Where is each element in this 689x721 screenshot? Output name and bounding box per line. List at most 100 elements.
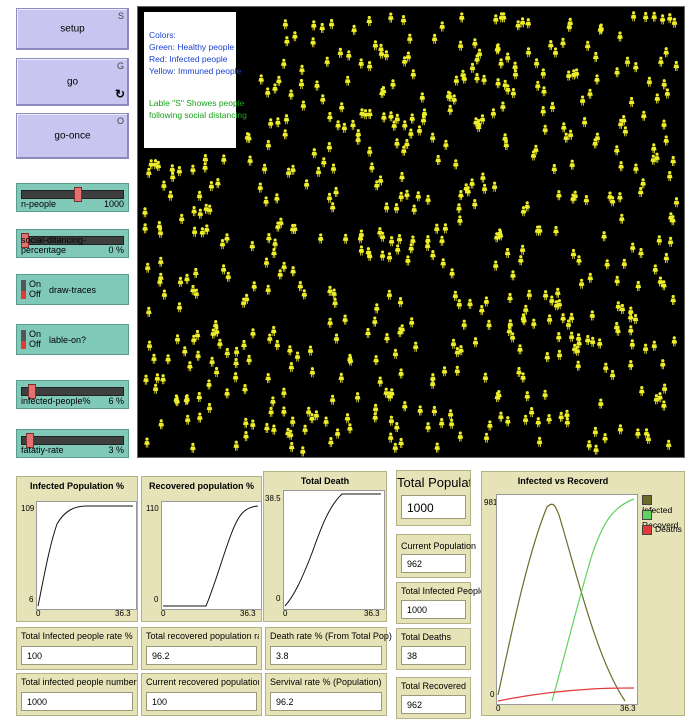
person-agent	[250, 419, 256, 430]
person-agent	[565, 70, 572, 81]
lable-on-switch[interactable]: On Off lable-on?	[16, 324, 129, 355]
x-max-label: 36.3	[364, 609, 380, 618]
person-agent	[317, 233, 324, 244]
person-agent	[609, 369, 616, 380]
death-curve	[284, 493, 381, 607]
person-agent	[410, 69, 417, 80]
person-agent	[232, 372, 239, 383]
monitor-label: Current recovered population rate ...	[146, 677, 259, 687]
total-death-plot[interactable]: Total Death 38.5 0 0 36.3	[263, 471, 387, 622]
person-agent	[321, 157, 327, 168]
person-agent	[190, 284, 196, 295]
person-agent	[281, 387, 287, 398]
person-agent	[517, 344, 523, 355]
person-agent	[425, 194, 431, 205]
infected-population-plot[interactable]: Infected Population % 109 6 0 36.3	[16, 476, 138, 622]
person-agent	[288, 362, 295, 373]
person-agent	[633, 163, 639, 174]
person-agent	[617, 192, 623, 203]
person-agent	[542, 124, 548, 135]
person-agent	[243, 417, 249, 428]
person-agent	[661, 280, 667, 291]
person-agent	[288, 89, 294, 100]
slider-thumb[interactable]	[74, 187, 82, 202]
n-people-slider[interactable]: n-people 1000	[16, 183, 129, 212]
slider-thumb[interactable]	[21, 233, 29, 248]
person-agent	[425, 422, 431, 433]
person-agent	[633, 62, 639, 73]
slider-track	[21, 436, 124, 445]
person-agent	[449, 268, 455, 279]
legend-label: Infected	[642, 504, 673, 515]
plot-area	[36, 501, 137, 610]
person-agent	[589, 336, 596, 347]
person-agent	[270, 396, 276, 407]
person-agent	[344, 75, 351, 86]
person-agent	[366, 15, 373, 26]
person-agent	[569, 159, 575, 170]
person-agent	[483, 432, 490, 443]
person-agent	[405, 51, 412, 62]
slider-thumb[interactable]	[26, 433, 34, 448]
go-once-button[interactable]: O go-once	[16, 113, 129, 159]
world-view[interactable]: Colors: Green: Healthy people Red: Infec…	[137, 6, 685, 458]
person-agent	[654, 152, 660, 163]
person-agent	[152, 159, 159, 170]
person-agent	[243, 293, 250, 304]
person-agent	[573, 68, 580, 79]
person-agent	[156, 221, 163, 232]
monitor-value: 100	[146, 692, 257, 711]
person-agent	[374, 303, 380, 314]
social-distancing-slider[interactable]: social-ditancing-percentage 0 %	[16, 229, 129, 258]
setup-button[interactable]: S setup	[16, 8, 129, 50]
person-agent	[386, 252, 393, 263]
infected-people-slider[interactable]: infected-people% 6 %	[16, 380, 129, 409]
person-agent	[467, 298, 473, 309]
person-agent	[169, 164, 176, 175]
person-agent	[503, 139, 510, 150]
recovered-population-plot[interactable]: Recovered population % 110 0 0 36.3	[141, 476, 262, 622]
person-agent	[309, 413, 315, 424]
person-agent	[212, 320, 219, 331]
slider-track	[21, 387, 124, 396]
recovered-rate-monitor: Total recovered population rate (... 96.…	[141, 627, 262, 670]
draw-traces-switch[interactable]: On Off draw-traces	[16, 274, 129, 305]
person-agent	[524, 391, 531, 402]
person-agent	[400, 15, 407, 26]
person-agent	[632, 313, 639, 324]
person-agent	[146, 340, 153, 351]
monitor-value: 962	[401, 695, 466, 714]
switch-toggle[interactable]	[21, 330, 26, 349]
legend-recovered: Recoverd	[642, 509, 684, 530]
person-agent	[415, 191, 422, 202]
person-agent	[297, 281, 304, 292]
person-agent	[628, 360, 634, 371]
person-agent	[479, 305, 485, 316]
monitor-label: Current Population	[401, 541, 477, 551]
person-agent	[224, 233, 230, 244]
legend-infected: Infected	[642, 494, 684, 515]
person-agent	[268, 406, 274, 417]
person-agent	[305, 406, 312, 417]
person-agent	[443, 139, 449, 150]
person-agent	[593, 444, 599, 455]
person-agent	[199, 227, 206, 238]
person-agent	[272, 238, 278, 249]
person-agent	[453, 159, 459, 170]
person-agent	[383, 387, 389, 398]
legend-swatch	[642, 494, 652, 505]
person-agent	[549, 101, 556, 112]
slider-thumb[interactable]	[28, 384, 36, 399]
fatality-rate-slider[interactable]: fatatiy-rate 3 %	[16, 429, 129, 458]
infected-vs-recovered-plot[interactable]: Infected vs Recoverd 981 0 0 36.3 Infect…	[481, 471, 685, 716]
person-agent	[314, 80, 320, 91]
person-agent	[613, 321, 620, 332]
person-agent	[657, 392, 663, 403]
person-agent	[379, 87, 385, 98]
go-button[interactable]: G go ↻	[16, 58, 129, 106]
switch-toggle[interactable]	[21, 280, 26, 299]
note-line: Red: Infected people	[149, 54, 228, 64]
person-agent	[388, 12, 394, 23]
person-agent	[506, 325, 513, 336]
person-agent	[202, 154, 209, 165]
